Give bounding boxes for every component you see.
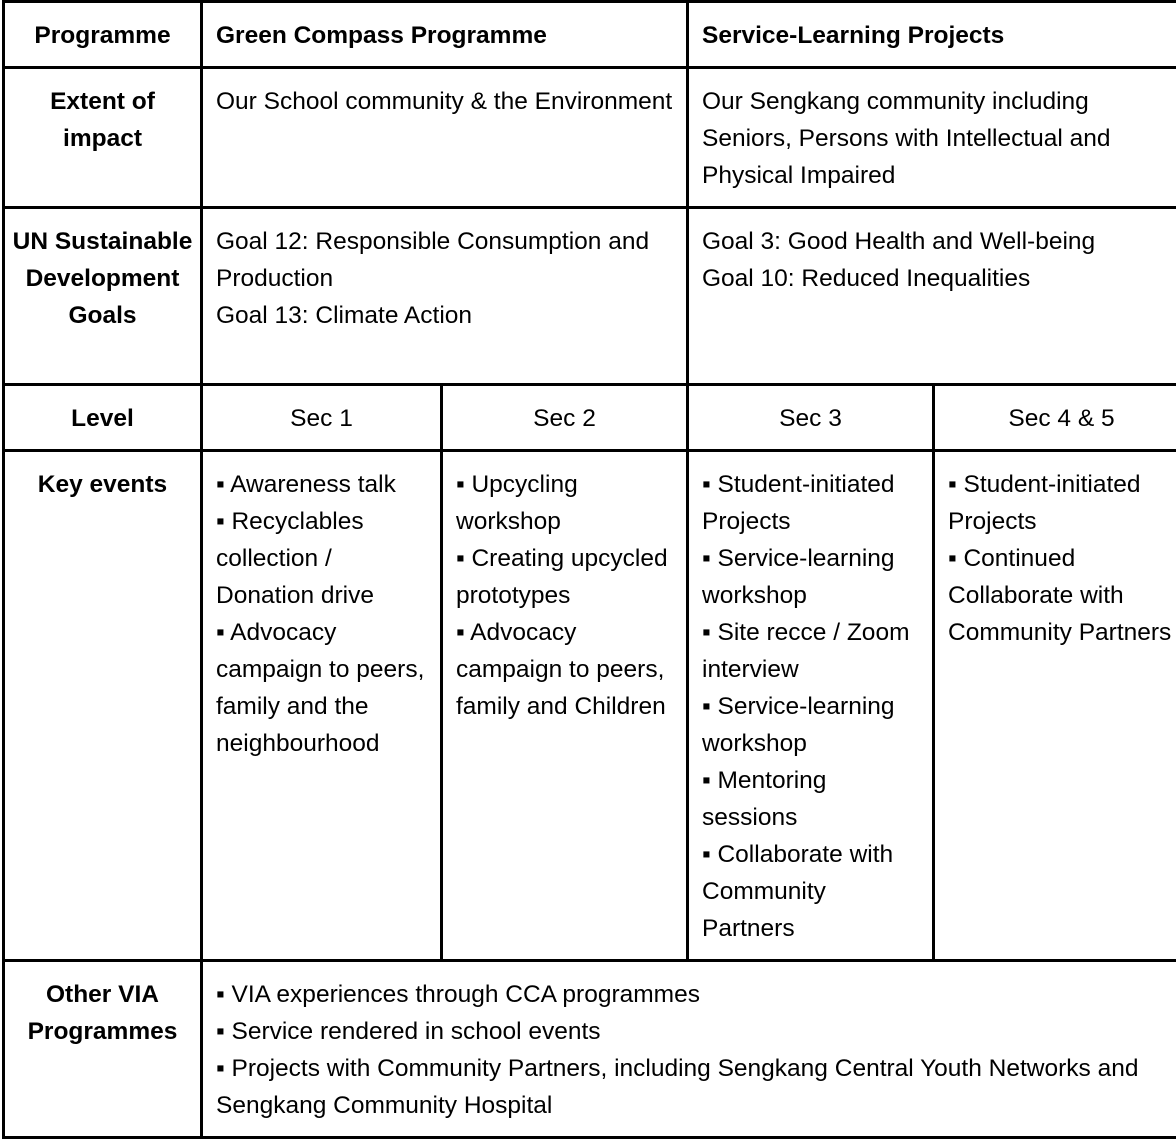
service-learning-goals: Goal 3: Good Health and Well-being Goal … (688, 208, 1176, 385)
level-header: Level (4, 385, 202, 451)
key-events-sec-4-5: ▪ Student-initiated Projects ▪ Continued… (934, 451, 1176, 961)
goals-header: UN Sustainable Development Goals (4, 208, 202, 385)
service-learning-impact: Our Sengkang community including Seniors… (688, 68, 1176, 208)
other-via-row: Other VIA Programmes ▪ VIA experiences t… (4, 961, 1176, 1138)
programme-row: Programme Green Compass Programme Servic… (4, 2, 1176, 68)
service-learning-title: Service-Learning Projects (688, 2, 1176, 68)
level-sec-4-5: Sec 4 & 5 (934, 385, 1176, 451)
other-via-header: Other VIA Programmes (4, 961, 202, 1138)
goals-row: UN Sustainable Development Goals Goal 12… (4, 208, 1176, 385)
key-events-sec-3: ▪ Student-initiated Projects ▪ Service-l… (688, 451, 934, 961)
green-compass-impact: Our School community & the Environment (202, 68, 688, 208)
key-events-row: Key events ▪ Awareness talk ▪ Recyclable… (4, 451, 1176, 961)
key-events-sec-1: ▪ Awareness talk ▪ Recyclables collectio… (202, 451, 442, 961)
level-sec-1: Sec 1 (202, 385, 442, 451)
level-sec-3: Sec 3 (688, 385, 934, 451)
green-compass-title: Green Compass Programme (202, 2, 688, 68)
impact-header: Extent of impact (4, 68, 202, 208)
other-via-programmes: ▪ VIA experiences through CCA programmes… (202, 961, 1176, 1138)
level-row: Level Sec 1 Sec 2 Sec 3 Sec 4 & 5 (4, 385, 1176, 451)
green-compass-goals: Goal 12: Responsible Consumption and Pro… (202, 208, 688, 385)
level-sec-2: Sec 2 (442, 385, 688, 451)
impact-row: Extent of impact Our School community & … (4, 68, 1176, 208)
key-events-header: Key events (4, 451, 202, 961)
programme-header: Programme (4, 2, 202, 68)
key-events-sec-2: ▪ Upcycling workshop ▪ Creating upcycled… (442, 451, 688, 961)
